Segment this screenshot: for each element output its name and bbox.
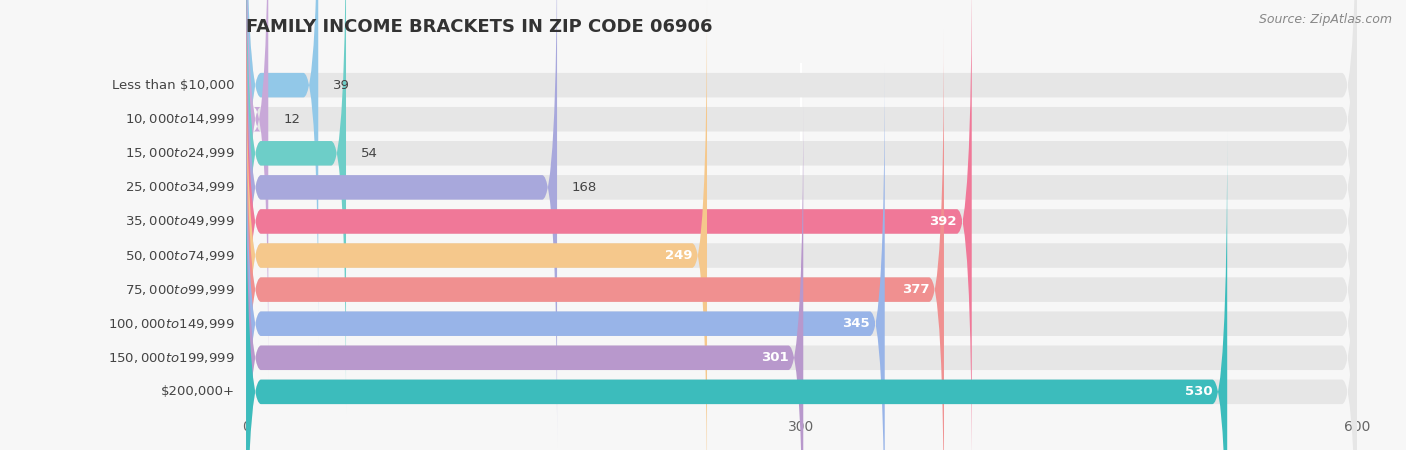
FancyBboxPatch shape <box>246 97 803 450</box>
Text: Less than $10,000: Less than $10,000 <box>112 79 235 92</box>
FancyBboxPatch shape <box>246 63 1357 450</box>
Text: 530: 530 <box>1185 385 1212 398</box>
FancyBboxPatch shape <box>246 0 557 448</box>
FancyBboxPatch shape <box>246 97 1357 450</box>
Text: FAMILY INCOME BRACKETS IN ZIP CODE 06906: FAMILY INCOME BRACKETS IN ZIP CODE 06906 <box>246 18 713 36</box>
Text: $100,000 to $149,999: $100,000 to $149,999 <box>108 317 235 331</box>
FancyBboxPatch shape <box>246 29 1357 450</box>
FancyBboxPatch shape <box>246 0 318 346</box>
FancyBboxPatch shape <box>246 0 1357 346</box>
Text: 392: 392 <box>929 215 957 228</box>
Text: 54: 54 <box>361 147 378 160</box>
Text: $10,000 to $14,999: $10,000 to $14,999 <box>125 112 235 126</box>
FancyBboxPatch shape <box>246 63 884 450</box>
Text: 345: 345 <box>842 317 870 330</box>
FancyBboxPatch shape <box>246 131 1227 450</box>
FancyBboxPatch shape <box>246 0 1357 414</box>
FancyBboxPatch shape <box>246 0 972 450</box>
Text: 39: 39 <box>333 79 350 92</box>
FancyBboxPatch shape <box>246 131 1357 450</box>
Text: $15,000 to $24,999: $15,000 to $24,999 <box>125 146 235 160</box>
FancyBboxPatch shape <box>246 0 1357 450</box>
Text: 249: 249 <box>665 249 692 262</box>
Text: $75,000 to $99,999: $75,000 to $99,999 <box>125 283 235 297</box>
Text: $50,000 to $74,999: $50,000 to $74,999 <box>125 248 235 262</box>
FancyBboxPatch shape <box>246 0 1357 450</box>
FancyBboxPatch shape <box>246 0 346 414</box>
Text: $25,000 to $34,999: $25,000 to $34,999 <box>125 180 235 194</box>
Text: Source: ZipAtlas.com: Source: ZipAtlas.com <box>1258 14 1392 27</box>
FancyBboxPatch shape <box>246 0 707 450</box>
Text: 12: 12 <box>283 113 299 126</box>
Text: 168: 168 <box>572 181 598 194</box>
FancyBboxPatch shape <box>246 29 943 450</box>
FancyBboxPatch shape <box>246 0 1357 448</box>
Text: 377: 377 <box>901 283 929 296</box>
Text: $35,000 to $49,999: $35,000 to $49,999 <box>125 215 235 229</box>
Text: $200,000+: $200,000+ <box>160 385 235 398</box>
Text: $150,000 to $199,999: $150,000 to $199,999 <box>108 351 235 365</box>
Text: 301: 301 <box>761 351 789 364</box>
FancyBboxPatch shape <box>246 0 269 380</box>
FancyBboxPatch shape <box>246 0 1357 380</box>
